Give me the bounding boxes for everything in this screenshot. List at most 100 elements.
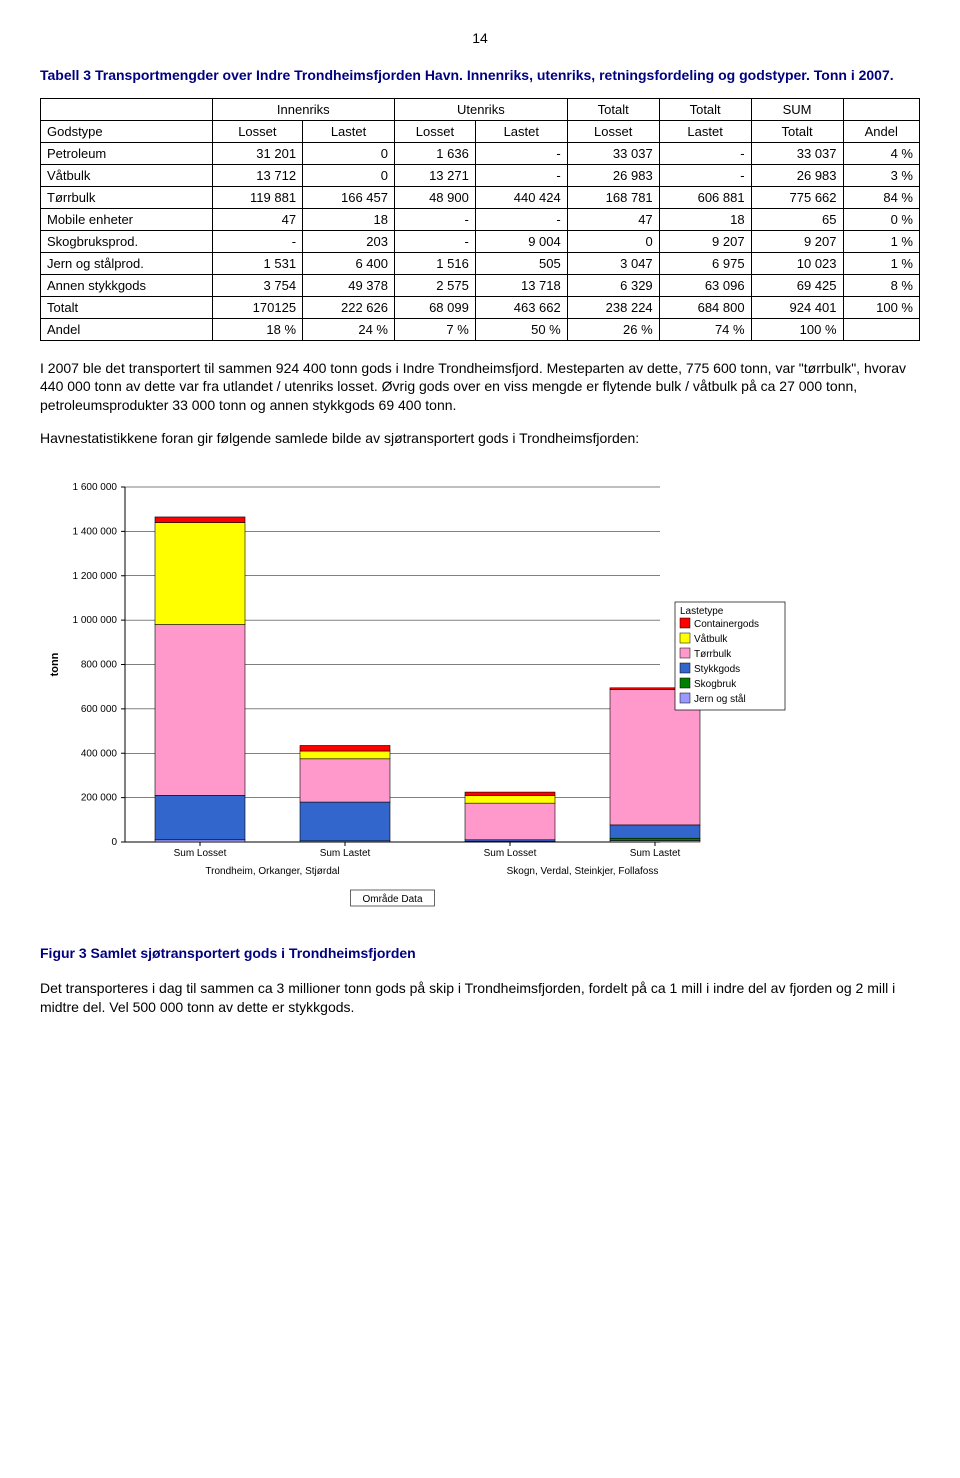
cell: 440 424 [475, 186, 567, 208]
cell: 1 516 [394, 252, 475, 274]
svg-text:Skogbruk: Skogbruk [694, 679, 737, 690]
cell: 6 400 [303, 252, 395, 274]
cell: 100 % [751, 318, 843, 340]
stacked-bar-chart: 0 200 000 400 000 600 000 800 000 1 000 000 1 … [40, 462, 820, 922]
cell: 9 004 [475, 230, 567, 252]
svg-text:tonn: tonn [49, 652, 61, 676]
cell: 166 457 [303, 186, 395, 208]
cell: 0 % [843, 208, 919, 230]
cell: 1 636 [394, 142, 475, 164]
table-row: Petroleum31 20101 636-33 037-33 0374 % [41, 142, 920, 164]
row-label: Petroleum [41, 142, 213, 164]
th-lastet2: Lastet [475, 120, 567, 142]
svg-text:Skogn, Verdal, Steinkjer, Foll: Skogn, Verdal, Steinkjer, Follafoss [507, 866, 659, 877]
cell: 2 575 [394, 274, 475, 296]
th-blank [41, 98, 213, 120]
chart-container: 0 200 000 400 000 600 000 800 000 1 000 000 1 … [40, 462, 920, 925]
cell: 18 % [212, 318, 302, 340]
cell: 18 [659, 208, 751, 230]
cell: 10 023 [751, 252, 843, 274]
svg-text:Våtbulk: Våtbulk [694, 633, 728, 645]
cell: 33 037 [567, 142, 659, 164]
cell: 3 047 [567, 252, 659, 274]
cell: 13 271 [394, 164, 475, 186]
cell: 6 329 [567, 274, 659, 296]
svg-text:1 400 000: 1 400 000 [73, 527, 118, 538]
svg-text:Sum Lastet: Sum Lastet [630, 848, 681, 859]
svg-text:600 000: 600 000 [81, 704, 118, 715]
cell: 49 378 [303, 274, 395, 296]
cell: 0 [303, 164, 395, 186]
cell: 13 718 [475, 274, 567, 296]
row-label: Jern og stålprod. [41, 252, 213, 274]
cell: 69 425 [751, 274, 843, 296]
cell: 84 % [843, 186, 919, 208]
th-andel: Andel [843, 120, 919, 142]
svg-text:Containergods: Containergods [694, 619, 759, 630]
cell: 222 626 [303, 296, 395, 318]
svg-text:800 000: 800 000 [81, 660, 118, 671]
cell: 463 662 [475, 296, 567, 318]
cell: 505 [475, 252, 567, 274]
svg-text:Lastetype: Lastetype [680, 606, 724, 617]
th-innenriks: Innenriks [212, 98, 394, 120]
svg-text:200 000: 200 000 [81, 793, 118, 804]
paragraph-2: Havnestatistikkene foran gir følgende sa… [40, 429, 920, 448]
row-label: Skogbruksprod. [41, 230, 213, 252]
paragraph-1: I 2007 ble det transportert til sammen 9… [40, 359, 920, 416]
cell: 33 037 [751, 142, 843, 164]
svg-text:Tørrbulk: Tørrbulk [694, 649, 732, 660]
cell: - [475, 142, 567, 164]
cell: 3 % [843, 164, 919, 186]
cell: 3 754 [212, 274, 302, 296]
cell: 24 % [303, 318, 395, 340]
cell: 6 975 [659, 252, 751, 274]
svg-text:400 000: 400 000 [81, 748, 118, 759]
table-row: Tørrbulk119 881166 45748 900440 424168 7… [41, 186, 920, 208]
cell: 31 201 [212, 142, 302, 164]
svg-text:Sum Lastet: Sum Lastet [320, 848, 371, 859]
table-header-row-2: Godstype Losset Lastet Losset Lastet Los… [41, 120, 920, 142]
svg-text:0: 0 [111, 837, 117, 848]
cell: - [659, 164, 751, 186]
cell: 0 [303, 142, 395, 164]
svg-text:1 600 000: 1 600 000 [73, 482, 118, 493]
cell: - [659, 142, 751, 164]
cell: 50 % [475, 318, 567, 340]
cell: 775 662 [751, 186, 843, 208]
table-row: Jern og stålprod.1 5316 4001 5165053 047… [41, 252, 920, 274]
th-losset1: Losset [212, 120, 302, 142]
cell: 47 [567, 208, 659, 230]
svg-text:Jern og stål: Jern og stål [694, 693, 746, 705]
th-totalt1: Totalt [567, 98, 659, 120]
cell: 13 712 [212, 164, 302, 186]
th-blank2 [843, 98, 919, 120]
svg-text:Sum Losset: Sum Losset [174, 848, 227, 859]
cell [843, 318, 919, 340]
cell: 9 207 [751, 230, 843, 252]
th-lastet3: Lastet [659, 120, 751, 142]
cell: 18 [303, 208, 395, 230]
row-label: Annen stykkgods [41, 274, 213, 296]
cell: 1 % [843, 230, 919, 252]
table-row: Skogbruksprod.-203-9 00409 2079 2071 % [41, 230, 920, 252]
cell: 1 531 [212, 252, 302, 274]
th-sum: SUM [751, 98, 843, 120]
cell: 26 % [567, 318, 659, 340]
data-table: Innenriks Utenriks Totalt Totalt SUM God… [40, 98, 920, 341]
cell: 924 401 [751, 296, 843, 318]
table-row: Totalt170125222 62668 099463 662238 2246… [41, 296, 920, 318]
cell: 168 781 [567, 186, 659, 208]
cell: 1 % [843, 252, 919, 274]
cell: 238 224 [567, 296, 659, 318]
row-label: Mobile enheter [41, 208, 213, 230]
svg-text:1 000 000: 1 000 000 [73, 615, 118, 626]
cell: 100 % [843, 296, 919, 318]
th-utenriks: Utenriks [394, 98, 567, 120]
cell: 0 [567, 230, 659, 252]
row-label: Andel [41, 318, 213, 340]
table-caption: Tabell 3 Transportmengder over Indre Tro… [40, 66, 920, 86]
cell: 203 [303, 230, 395, 252]
cell: 63 096 [659, 274, 751, 296]
cell: 26 983 [751, 164, 843, 186]
